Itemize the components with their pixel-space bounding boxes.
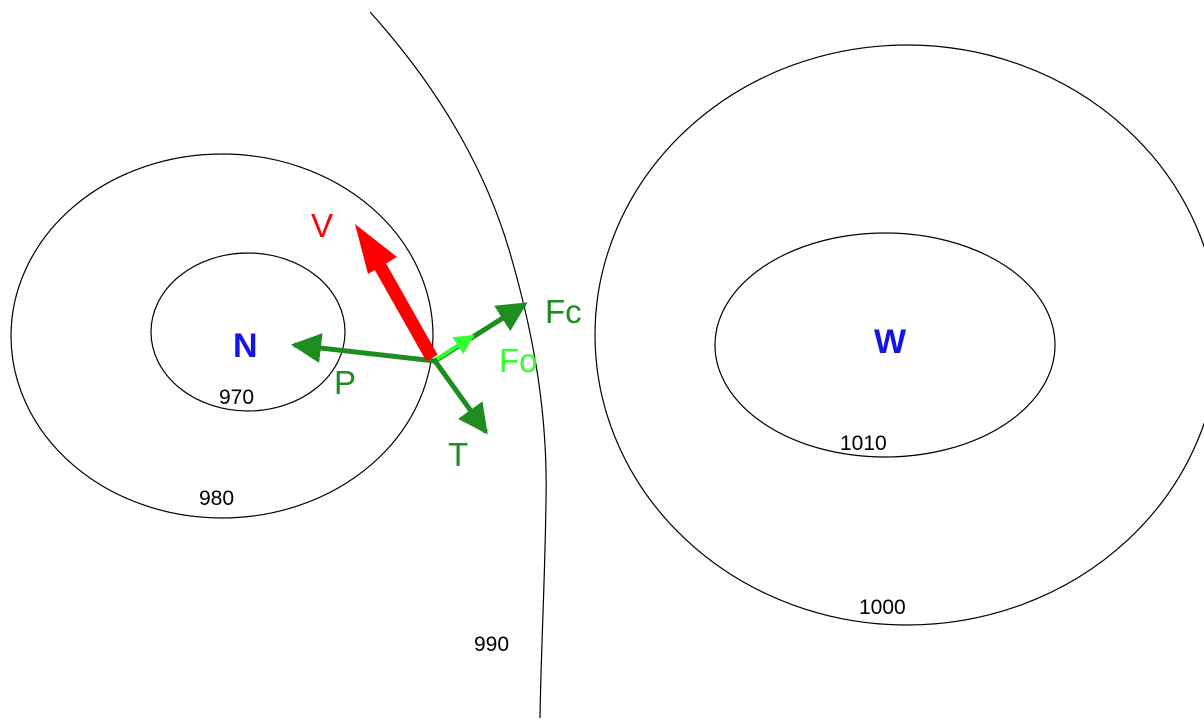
isobar-1010 — [714, 232, 1056, 458]
isobar-label-1000: 1000 — [859, 596, 906, 619]
pressure-gradient-arrow — [291, 333, 436, 364]
coriolis-label: Fc — [545, 293, 582, 330]
high-pressure-center-label: W — [874, 323, 907, 361]
pressure-gradient-label: P — [334, 364, 356, 401]
low-pressure-center-label: N — [233, 327, 258, 365]
velocity-arrow-head — [355, 224, 397, 274]
velocity-arrow-shaft — [374, 262, 438, 362]
isobar-label-970: 970 — [219, 386, 254, 409]
isobar-label-980: 980 — [199, 487, 234, 510]
centrifugal-arrow — [435, 334, 475, 361]
isobar-990 — [369, 11, 547, 719]
isobar-980 — [10, 153, 434, 519]
velocity-label: V — [311, 207, 333, 244]
isobar-1000 — [594, 44, 1204, 626]
friction-arrow — [432, 359, 489, 435]
isobar-label-1010: 1010 — [840, 432, 887, 455]
isobar-970 — [150, 252, 346, 412]
centrifugal-label: Fo — [499, 342, 538, 379]
friction-label: T — [448, 436, 468, 473]
isobar-label-990: 990 — [474, 633, 509, 656]
